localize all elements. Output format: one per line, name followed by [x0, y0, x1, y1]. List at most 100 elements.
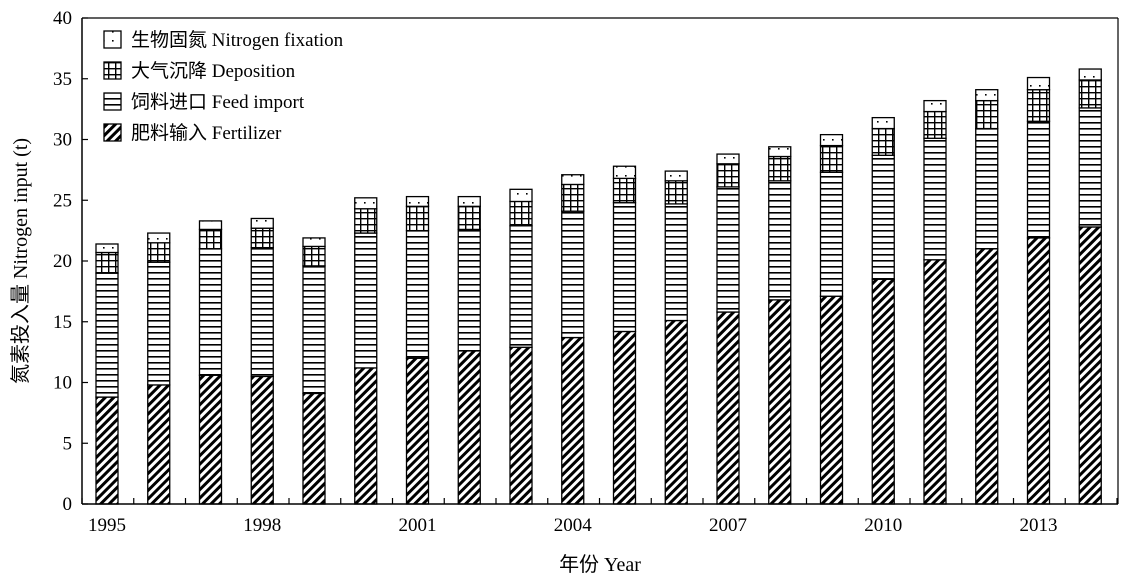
bar-segment-horizontal-2009 — [819, 171, 844, 297]
bar-segment-diagonal-2011 — [923, 259, 947, 505]
x-tick-label: 2007 — [709, 515, 747, 536]
legend-label: 肥料输入 Fertilizer — [131, 122, 282, 144]
y-tick-label: 40 — [53, 8, 72, 29]
bar-segment-dots-2001 — [405, 195, 430, 207]
x-tick-label: 2004 — [554, 515, 593, 536]
bar-segment-diagonal-2002 — [457, 350, 481, 505]
legend-item-dots: 生物固氮 Nitrogen fixation — [103, 29, 344, 51]
legend-label: 大气沉降 Deposition — [131, 60, 296, 82]
bar-segment-diagonal-2006 — [664, 319, 688, 505]
bar-segment-dots-1997 — [198, 220, 223, 231]
bar-segment-dots-2003 — [509, 188, 533, 203]
y-tick-label: 35 — [53, 69, 72, 90]
legend: 生物固氮 Nitrogen fixation 大气沉降 Deposition 饲料进… — [103, 29, 344, 144]
bar-segment-diagonal-1999 — [302, 392, 326, 505]
bar-segment-horizontal-2007 — [716, 186, 740, 313]
bar-stack-2011 — [923, 99, 947, 505]
bar-segment-dots-2011 — [923, 99, 947, 113]
bar-stack-2013 — [1026, 76, 1051, 505]
bar-segment-grid-1999 — [302, 245, 326, 267]
bar-segment-grid-2013 — [1026, 89, 1051, 122]
bar-segment-grid-1996 — [147, 242, 171, 263]
bar-segment-grid-1995 — [95, 251, 119, 274]
bar-segment-dots-1995 — [95, 243, 119, 254]
bar-segment-dots-2014 — [1078, 68, 1102, 81]
x-tick-label: 1998 — [243, 515, 281, 536]
legend-swatch-dots — [103, 30, 122, 49]
bar-segment-dots-2005 — [612, 165, 637, 180]
bar-stack-1998 — [250, 217, 274, 505]
x-tick-label: 2013 — [1020, 515, 1058, 536]
y-tick-label: 10 — [53, 373, 72, 394]
bar-segment-diagonal-2012 — [975, 248, 999, 505]
legend-label: 生物固氮 Nitrogen fixation — [131, 29, 344, 51]
bar-segment-grid-2003 — [509, 200, 533, 227]
bar-segment-horizontal-1998 — [250, 246, 274, 378]
bar-segment-horizontal-2000 — [354, 232, 378, 369]
bar-segment-dots-2009 — [819, 133, 844, 147]
bar-segment-horizontal-2004 — [561, 210, 585, 339]
bar-segment-diagonal-2004 — [561, 336, 585, 505]
bar-segment-grid-1997 — [198, 228, 223, 250]
bar-segment-grid-2005 — [612, 177, 637, 204]
x-tick-label: 2001 — [399, 515, 437, 536]
bars-layer — [95, 68, 1102, 505]
bar-segment-diagonal-2010 — [871, 278, 895, 505]
bar-segment-dots-2008 — [768, 146, 792, 158]
bar-stack-1995 — [95, 243, 119, 505]
bar-segment-grid-2000 — [354, 208, 378, 234]
bar-segment-horizontal-2013 — [1026, 120, 1051, 239]
legend-swatch-diagonal — [103, 123, 122, 142]
bar-segment-dots-2000 — [354, 197, 378, 210]
y-ticks: 0 5 10 15 20 25 30 35 40 — [53, 8, 88, 515]
bar-stack-2004 — [561, 174, 585, 505]
bar-segment-horizontal-2011 — [923, 137, 947, 261]
bar-stack-2006 — [664, 170, 688, 505]
bar-stack-2000 — [354, 197, 378, 505]
bar-segment-diagonal-2009 — [819, 295, 844, 505]
x-axis-title: 年份 Year — [559, 553, 641, 576]
bar-segment-diagonal-2014 — [1078, 226, 1102, 505]
bar-segment-dots-2002 — [457, 195, 481, 207]
bar-segment-dots-1998 — [250, 217, 274, 229]
bar-segment-grid-2014 — [1078, 79, 1102, 109]
bar-segment-dots-2006 — [664, 170, 688, 182]
bar-stack-1997 — [198, 220, 223, 505]
bar-stack-2001 — [405, 195, 430, 505]
bar-stack-2012 — [975, 89, 999, 505]
bar-segment-diagonal-1996 — [147, 384, 171, 505]
y-tick-label: 30 — [53, 130, 72, 151]
bar-segment-grid-2001 — [405, 205, 430, 232]
bar-segment-grid-1998 — [250, 227, 274, 249]
bar-segment-horizontal-1996 — [147, 261, 171, 386]
bar-segment-grid-2007 — [716, 163, 740, 188]
bar-segment-diagonal-2008 — [768, 299, 792, 505]
bar-segment-diagonal-2003 — [509, 346, 533, 505]
bar-segment-grid-2012 — [975, 99, 999, 130]
bar-segment-diagonal-2005 — [612, 330, 637, 505]
y-tick-label: 20 — [53, 251, 72, 272]
bar-segment-dots-1996 — [147, 232, 171, 244]
bar-segment-diagonal-1997 — [198, 374, 223, 505]
bar-segment-horizontal-1995 — [95, 272, 119, 398]
bar-segment-dots-2004 — [561, 174, 585, 186]
bar-segment-diagonal-1995 — [95, 396, 119, 505]
bar-segment-horizontal-2012 — [975, 127, 999, 250]
y-axis-title: 氮素投入量 Nitrogen input (t) — [9, 138, 32, 384]
bar-segment-dots-1999 — [302, 237, 326, 248]
bar-segment-grid-2006 — [664, 180, 688, 205]
x-tick-label: 2010 — [864, 515, 902, 536]
y-tick-label: 15 — [53, 312, 72, 333]
bar-segment-diagonal-1998 — [250, 375, 274, 505]
bar-segment-horizontal-2010 — [871, 154, 895, 280]
x-tick-label: 1995 — [88, 515, 126, 536]
bar-stack-2008 — [768, 146, 792, 505]
bar-stack-2007 — [716, 153, 740, 505]
bar-stack-2009 — [819, 133, 844, 505]
bar-segment-horizontal-2002 — [457, 228, 481, 352]
bar-segment-grid-2010 — [871, 127, 895, 156]
x-ticks: 1995 1998 2001 2004 2007 2010 2013 — [81, 498, 1118, 536]
bar-segment-horizontal-2001 — [405, 229, 430, 359]
bar-segment-dots-2010 — [871, 116, 895, 130]
